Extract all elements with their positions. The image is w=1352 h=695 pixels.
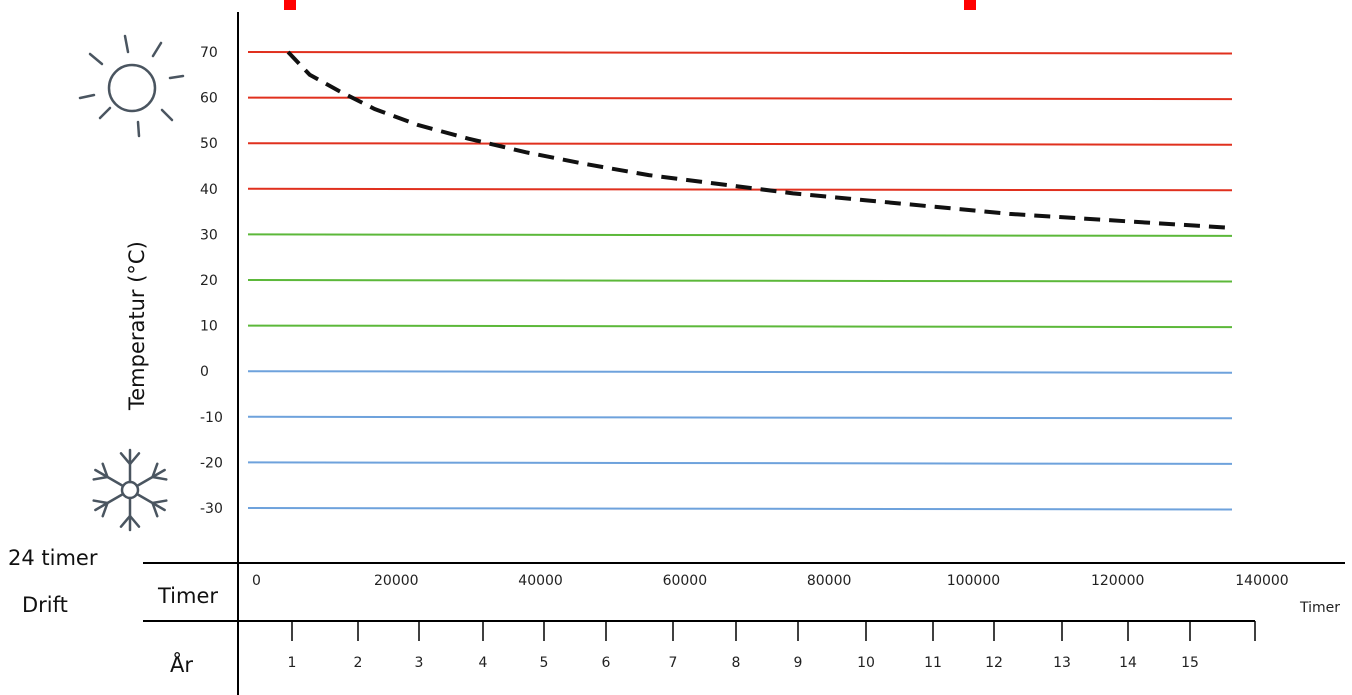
- snowflake-branch: [151, 499, 168, 505]
- year-label: 12: [985, 655, 1003, 671]
- sun-icon: [78, 34, 185, 138]
- x-tick-label: 120000: [1091, 573, 1144, 589]
- grid-line-mid: [247, 233, 1233, 237]
- snowflake-branch: [128, 514, 141, 528]
- x-tick-label: 60000: [663, 573, 708, 589]
- y-tick-label: 40: [200, 182, 218, 198]
- top-marker-left: [284, 0, 296, 10]
- grid-line-mid: [247, 279, 1233, 283]
- grid-line-hot: [247, 187, 1233, 192]
- grid-line-hot: [247, 51, 1233, 55]
- grid-lines: [247, 51, 1233, 511]
- x-tick-label: 140000: [1235, 573, 1288, 589]
- snowflake-branch: [101, 501, 109, 518]
- snowflake-branch: [119, 452, 132, 466]
- snowflake-icon: [92, 448, 168, 532]
- x-tick-label: 80000: [807, 573, 852, 589]
- snowflake-branch: [128, 452, 141, 466]
- snowflake-branch: [119, 514, 132, 528]
- snowflake-arm: [135, 468, 166, 488]
- temperature-curve: [286, 50, 1227, 230]
- x-tick-label: 0: [252, 573, 261, 589]
- snowflake-arm: [94, 468, 125, 488]
- snowflake-branch: [92, 499, 109, 505]
- year-label: 13: [1053, 655, 1071, 671]
- y-tick-label: 70: [200, 45, 218, 61]
- left-label-drift: Drift: [22, 593, 68, 617]
- y-tick-label: -30: [200, 501, 223, 517]
- y-tick-label: 50: [200, 136, 218, 152]
- snowflake-arm: [135, 492, 166, 512]
- snowflake-branch: [101, 462, 109, 479]
- x-tick-label: 40000: [518, 573, 563, 589]
- snowflake-branch: [151, 501, 159, 518]
- top-marker-right: [964, 0, 976, 10]
- year-label: 5: [540, 655, 549, 671]
- grid-line-hot: [247, 142, 1233, 146]
- snowflake-branch: [151, 475, 168, 481]
- x-tick-labels: 0 20000 40000 60000 80000 100000 120000 140000: [252, 573, 1289, 589]
- y-tick-label: -20: [200, 455, 223, 471]
- year-label: 14: [1119, 655, 1137, 671]
- y-tick-labels: 70 60 50 40 30 20 10 0 -10 -20 -30: [200, 45, 223, 517]
- row-label-ar: År: [170, 651, 193, 677]
- year-label: 7: [669, 655, 678, 671]
- grid-line-cold: [247, 461, 1233, 465]
- year-label: 3: [415, 655, 424, 671]
- y-tick-label: 30: [200, 227, 218, 243]
- row-label-timer: Timer: [157, 584, 218, 608]
- year-label: 15: [1181, 655, 1199, 671]
- snowflake-branch: [92, 475, 109, 481]
- grid-line-mid: [247, 324, 1233, 329]
- grid-line-cold: [247, 370, 1233, 374]
- year-ticks: 1 2 3 4 5 6 7 8 9 10 11 12 13 14 15: [288, 621, 1256, 671]
- year-label: 11: [924, 655, 942, 671]
- year-label: 8: [732, 655, 741, 671]
- x-tick-label: 100000: [947, 573, 1000, 589]
- snowflake-branch: [151, 462, 159, 479]
- year-label: 9: [794, 655, 803, 671]
- left-label-24-timer: 24 timer: [8, 546, 98, 570]
- grid-line-cold: [247, 507, 1233, 511]
- y-tick-label: 0: [200, 364, 209, 380]
- y-tick-label: 20: [200, 273, 218, 289]
- grid-line-cold: [247, 415, 1233, 420]
- year-label: 1: [288, 655, 297, 671]
- year-label: 6: [602, 655, 611, 671]
- series-layer: [286, 50, 1227, 230]
- y-tick-label: 60: [200, 91, 218, 107]
- year-label: 10: [857, 655, 875, 671]
- y-tick-label: -10: [200, 410, 223, 426]
- x-axis-end-label: Timer: [1299, 600, 1340, 616]
- snowflake-arm: [94, 492, 125, 512]
- grid-line-hot: [247, 96, 1233, 101]
- year-label: 4: [479, 655, 488, 671]
- year-label: 2: [354, 655, 363, 671]
- y-tick-label: 10: [200, 319, 218, 335]
- y-axis-label: Temperatur (°C): [125, 241, 149, 411]
- x-tick-label: 20000: [374, 573, 419, 589]
